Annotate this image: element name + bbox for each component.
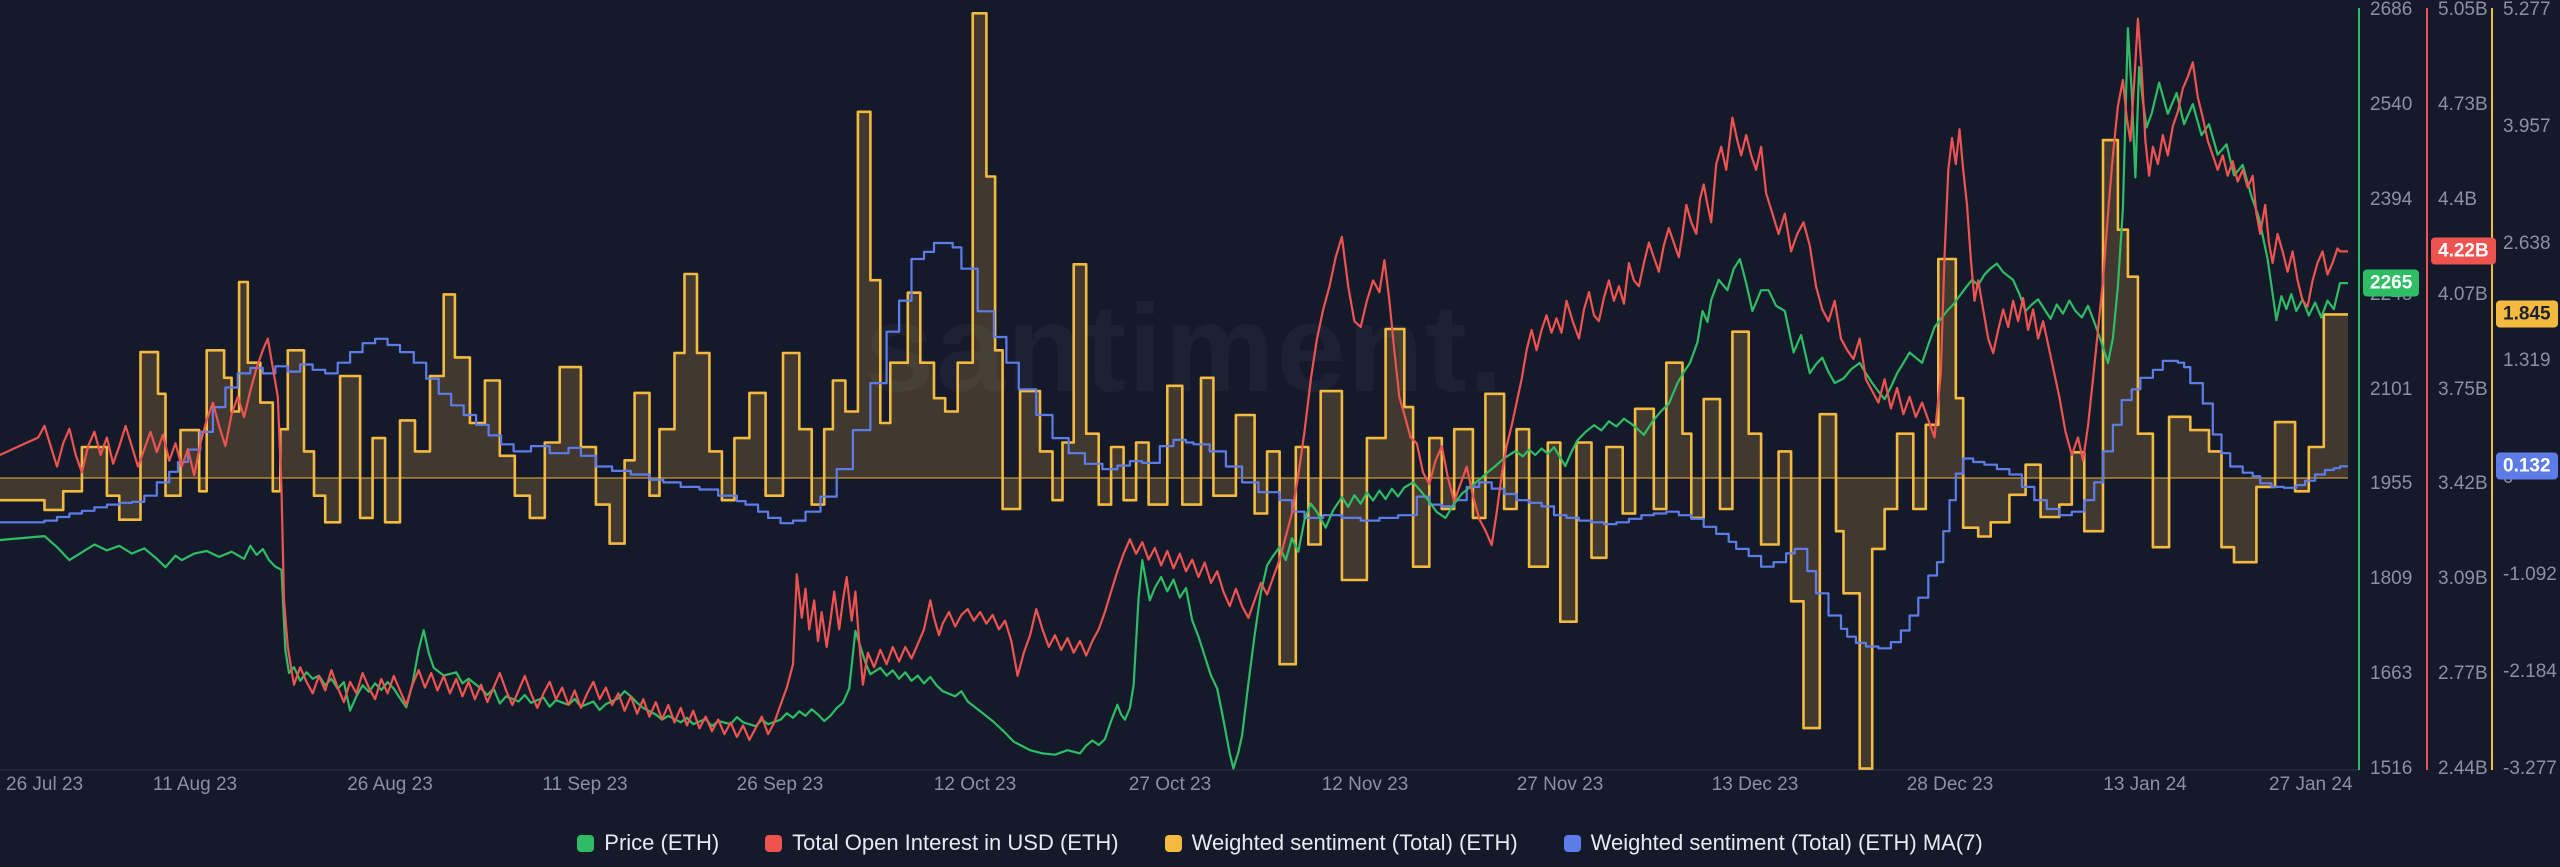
sentiment-ma-line bbox=[0, 241, 2348, 650]
legend-swatch-icon bbox=[1563, 834, 1581, 852]
sentiment-tick-label: 1.319 bbox=[2503, 350, 2551, 372]
legend-label: Price (ETH) bbox=[604, 830, 720, 855]
x-tick-label: 27 Jan 24 bbox=[2269, 774, 2353, 795]
sentiment-area-fill bbox=[0, 13, 2348, 769]
price-tick-label: 2394 bbox=[2370, 188, 2413, 210]
x-tick-label: 26 Sep 23 bbox=[736, 774, 824, 795]
open-interest-line bbox=[0, 17, 2348, 741]
open-interest-tick-label: 2.44B bbox=[2438, 758, 2488, 779]
legend-label: Weighted sentiment (Total) (ETH) MA(7) bbox=[1590, 830, 1983, 855]
x-tick-label: 13 Jan 24 bbox=[2103, 774, 2187, 795]
price-line bbox=[0, 27, 2348, 770]
legend-label: Total Open Interest in USD (ETH) bbox=[792, 830, 1119, 855]
legend-item-2[interactable]: Weighted sentiment (Total) (ETH) bbox=[1164, 830, 1518, 856]
legend-item-3[interactable]: Weighted sentiment (Total) (ETH) MA(7) bbox=[1563, 830, 1983, 856]
legend-item-1[interactable]: Total Open Interest in USD (ETH) bbox=[765, 830, 1119, 856]
legend-label: Weighted sentiment (Total) (ETH) bbox=[1191, 830, 1518, 855]
price-tick-label: 1516 bbox=[2370, 758, 2413, 779]
open-interest-badge: 4.22B bbox=[2431, 237, 2496, 265]
sentiment-tick-label: 3.957 bbox=[2503, 116, 2551, 138]
sentiment-tick-label: 2.638 bbox=[2503, 233, 2551, 255]
x-tick-label: 28 Dec 23 bbox=[1906, 774, 1994, 795]
x-tick-label: 26 Aug 23 bbox=[347, 774, 433, 795]
sentiment-line bbox=[0, 12, 2348, 770]
open-interest-tick-label: 3.75B bbox=[2438, 378, 2488, 400]
x-tick-label: 11 Aug 23 bbox=[152, 774, 238, 795]
x-tick-label: 27 Nov 23 bbox=[1516, 774, 1604, 795]
legend-item-0[interactable]: Price (ETH) bbox=[577, 830, 719, 856]
open-interest-tick-label: 3.42B bbox=[2438, 473, 2488, 495]
sentiment-ma-badge: 0.132 bbox=[2496, 452, 2558, 480]
sentiment-tick-label: 5.277 bbox=[2503, 0, 2551, 21]
legend-swatch-icon bbox=[765, 834, 783, 852]
open-interest-tick-label: 2.77B bbox=[2438, 663, 2488, 685]
open-interest-tick-label: 5.05B bbox=[2438, 0, 2488, 20]
price-tick-label: 2686 bbox=[2370, 0, 2413, 20]
open-interest-tick-label: 4.4B bbox=[2438, 188, 2478, 210]
price-tick-label: 2540 bbox=[2370, 93, 2413, 115]
x-tick-label: 12 Oct 23 bbox=[933, 774, 1017, 795]
sentiment-badge: 1.845 bbox=[2496, 300, 2558, 328]
x-tick-label: 12 Nov 23 bbox=[1321, 774, 1409, 795]
x-tick-label: 11 Sep 23 bbox=[542, 774, 628, 795]
x-tick-label: 27 Oct 23 bbox=[1128, 774, 1212, 795]
sentiment-tick-label: -2.184 bbox=[2503, 660, 2557, 682]
price-tick-label: 1809 bbox=[2370, 568, 2413, 590]
open-interest-tick-label: 4.73B bbox=[2438, 93, 2488, 115]
x-tick-label: 26 Jul 23 bbox=[6, 774, 84, 795]
price-tick-label: 1955 bbox=[2370, 473, 2413, 495]
open-interest-tick-label: 4.07B bbox=[2438, 283, 2488, 305]
open-interest-tick-label: 3.09B bbox=[2438, 568, 2488, 590]
price-badge: 2265 bbox=[2363, 269, 2420, 297]
sentiment-tick-label: -3.277 bbox=[2503, 757, 2557, 779]
price-tick-label: 1663 bbox=[2370, 663, 2413, 685]
x-tick-label: 13 Dec 23 bbox=[1711, 774, 1799, 795]
legend-swatch-icon bbox=[577, 834, 595, 852]
price-tick-label: 2101 bbox=[2370, 378, 2413, 400]
sentiment-tick-label: -1.092 bbox=[2503, 563, 2557, 585]
chart-legend: Price (ETH) Total Open Interest in USD (E… bbox=[0, 828, 2560, 858]
legend-swatch-icon bbox=[1164, 834, 1182, 852]
